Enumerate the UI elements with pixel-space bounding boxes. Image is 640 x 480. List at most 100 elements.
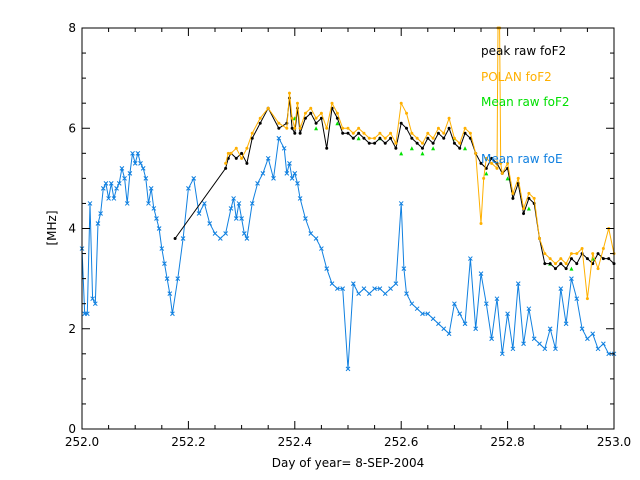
data-point [548,257,552,261]
data-point [506,161,510,165]
data-point [124,201,130,206]
data-point [458,146,462,150]
y-tick-label: 4 [68,222,76,236]
data-point [228,206,234,211]
data-point [196,211,202,216]
data-point [446,331,452,337]
data-point [569,252,573,256]
data-point [239,216,244,221]
data-point [191,176,197,181]
data-point [377,286,383,292]
data-point [367,136,371,140]
data-point [356,291,361,297]
data-point [106,196,111,201]
data-point [527,191,531,195]
data-point [505,176,510,181]
data-point [314,126,319,131]
y-tick-label: 0 [68,422,76,436]
data-point [388,286,393,292]
data-point [601,341,606,347]
y-tick-label: 8 [68,21,76,35]
series-line [174,98,615,270]
legend-item: Mean raw foF2 [481,95,570,109]
data-point [140,165,146,171]
data-point [543,262,547,266]
data-point [159,246,165,251]
data-point [484,156,488,160]
data-point [596,267,600,271]
data-point [499,161,503,165]
data-point [511,196,515,200]
data-point [154,216,159,221]
series-line [81,136,614,369]
data-point [527,196,531,200]
data-point [559,262,563,266]
data-point [303,216,308,221]
data-point [409,301,415,307]
data-point [378,131,382,135]
data-point [580,247,584,251]
data-point [463,146,468,151]
data-point [532,196,536,200]
data-point [356,136,361,141]
data-point [526,306,532,312]
data-point [382,291,388,297]
data-point [249,201,255,206]
data-point [319,246,324,251]
data-point [287,160,292,166]
data-point [463,126,467,130]
data-point [383,136,387,140]
data-point [537,341,542,347]
data-point [325,146,329,150]
data-point [585,297,589,301]
data-point [442,131,446,135]
data-point [148,186,154,191]
data-point [151,206,157,211]
data-point [389,131,393,135]
data-point [266,106,270,110]
data-point [186,186,191,191]
data-point [522,211,526,215]
data-point [346,126,350,130]
data-point [167,291,173,297]
data-point [314,121,318,125]
data-point [119,165,125,171]
data-point [441,326,447,332]
data-point [233,216,239,221]
y-axis: 0 2 4 6 8 [68,21,614,436]
data-point [401,266,407,271]
data-point [357,131,361,135]
data-point [173,237,177,241]
data-point [489,336,494,342]
data-point [207,221,213,226]
data-point [606,351,612,357]
data-point [575,252,579,256]
data-point [590,331,596,337]
data-point [458,141,462,145]
data-point [292,171,298,176]
legend-item: Mean raw foE [481,152,563,166]
data-point [290,116,294,120]
data-point [564,267,568,271]
data-point [351,131,355,135]
data-point [405,126,409,130]
data-point [442,136,446,140]
data-point [558,286,564,292]
x-tick-label: 252.4 [278,435,312,449]
data-point [425,311,431,317]
data-point [468,256,473,261]
data-point [436,131,440,135]
legend: peak raw foF2 POLAN foF2 Mean raw foF2 Mean… [481,44,570,166]
x-tick-label: 252.0 [65,435,99,449]
data-point [404,291,409,297]
data-point [410,131,414,135]
data-point [479,161,483,165]
data-point [415,136,419,140]
data-point [500,171,504,175]
data-point [351,136,355,140]
data-point [510,346,516,352]
data-point [175,276,181,281]
data-point [563,321,569,327]
data-point [293,131,297,135]
data-point [452,136,456,140]
